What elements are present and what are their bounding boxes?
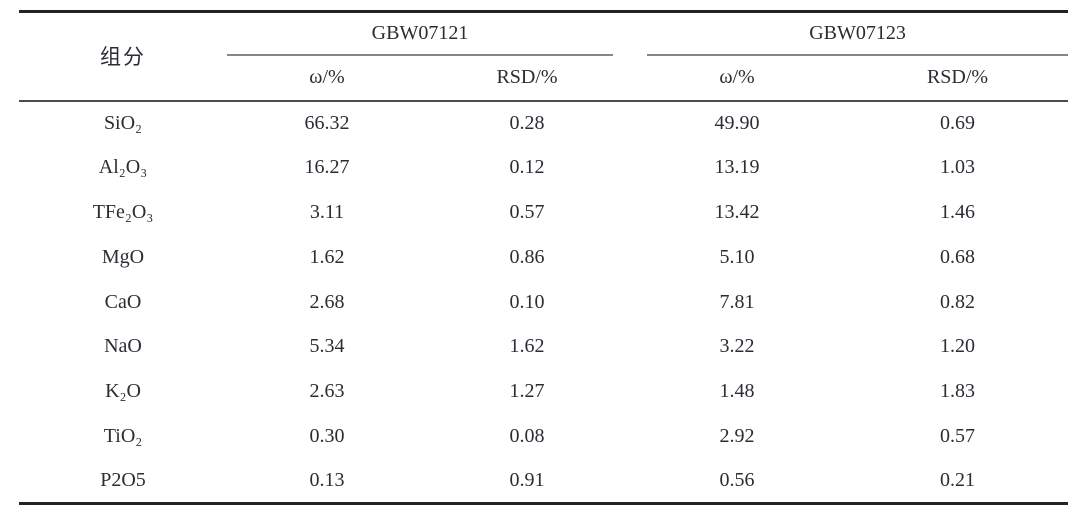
value-cell: 0.30 xyxy=(309,424,345,447)
column-header-rsd-2: RSD/% xyxy=(847,55,1069,102)
value-cell: 49.90 xyxy=(714,111,760,134)
value-cell: 2.63 xyxy=(309,380,345,403)
column-header-component: 组分 xyxy=(19,11,227,102)
value-cell: 7.81 xyxy=(719,290,755,313)
group-header-gbw07121: GBW07121 xyxy=(227,12,627,56)
component-cell: CaO xyxy=(104,290,142,313)
value-cell: 1.83 xyxy=(940,380,976,403)
value-cell: 1.20 xyxy=(940,335,976,358)
table-row: SiO₂ 66.32 0.28 49.90 0.69 xyxy=(19,101,1068,146)
table-row: CaO 2.68 0.10 7.81 0.82 xyxy=(19,280,1068,325)
table-row: MgO 1.62 0.86 5.10 0.68 xyxy=(19,235,1068,280)
group-label: GBW07121 xyxy=(227,14,614,56)
group-label: GBW07123 xyxy=(647,14,1069,56)
column-header-rsd-1: RSD/% xyxy=(427,55,628,102)
column-header-omega-2: ω/% xyxy=(627,55,848,102)
value-cell: 5.10 xyxy=(719,245,755,268)
column-header-omega-1: ω/% xyxy=(227,55,427,102)
value-cell: 0.08 xyxy=(509,424,545,447)
table-row: K₂O 2.63 1.27 1.48 1.83 xyxy=(19,369,1068,414)
value-cell: 0.91 xyxy=(509,469,545,492)
reference-materials-table: 组分 GBW07121 GBW07123 ω/% RSD/% ω/% RSD/%… xyxy=(19,10,1069,506)
component-cell: MgO xyxy=(101,245,145,268)
table-row: TFe₂O₃ 3.11 0.57 13.42 1.46 xyxy=(19,190,1068,235)
value-cell: 16.27 xyxy=(304,156,350,179)
value-cell: 3.22 xyxy=(719,335,755,358)
table-row: Al₂O₃ 16.27 0.12 13.19 1.03 xyxy=(19,145,1068,190)
table-row: NaO 5.34 1.62 3.22 1.20 xyxy=(19,324,1068,369)
value-cell: 1.62 xyxy=(509,335,545,358)
table-row: TiO₂ 0.30 0.08 2.92 0.57 xyxy=(19,414,1068,459)
group-header-gbw07123: GBW07123 xyxy=(627,12,1069,56)
value-cell: 66.32 xyxy=(304,111,350,134)
value-cell: 13.42 xyxy=(714,200,760,223)
value-cell: 0.12 xyxy=(509,156,545,179)
component-cell: SiO₂ xyxy=(103,111,143,134)
component-cell: TiO₂ xyxy=(103,424,143,447)
header-group-row: 组分 GBW07121 GBW07123 xyxy=(19,11,1069,102)
component-cell: TFe₂O₃ xyxy=(92,200,154,223)
value-cell: 0.86 xyxy=(509,245,545,268)
value-cell: 3.11 xyxy=(309,200,345,223)
header-subcolumn-row: ω/% RSD/% ω/% RSD/% xyxy=(19,55,1069,102)
value-cell: 5.34 xyxy=(309,335,345,358)
value-cell: 13.19 xyxy=(714,156,760,179)
value-cell: 2.92 xyxy=(719,424,755,447)
value-cell: 1.62 xyxy=(309,245,345,268)
value-cell: 0.28 xyxy=(509,111,545,134)
value-cell: 1.03 xyxy=(940,156,976,179)
table-row: P2O5 0.13 0.91 0.56 0.21 xyxy=(19,459,1068,504)
component-cell: P2O5 xyxy=(100,469,146,492)
value-cell: 0.57 xyxy=(940,424,976,447)
value-cell: 1.27 xyxy=(509,380,545,403)
value-cell: 0.10 xyxy=(509,290,545,313)
component-cell: NaO xyxy=(104,335,142,358)
value-cell: 1.46 xyxy=(940,200,976,223)
value-cell: 0.13 xyxy=(309,469,345,492)
component-cell: K₂O xyxy=(105,380,141,403)
value-cell: 0.69 xyxy=(940,111,976,134)
value-cell: 1.48 xyxy=(719,380,755,403)
value-cell: 0.68 xyxy=(940,245,976,268)
value-cell: 0.56 xyxy=(719,469,755,492)
value-cell: 0.82 xyxy=(940,290,976,313)
value-cell: 0.21 xyxy=(940,469,976,492)
value-cell: 0.57 xyxy=(509,200,545,223)
component-cell: Al₂O₃ xyxy=(98,156,148,179)
value-cell: 2.68 xyxy=(309,290,345,313)
